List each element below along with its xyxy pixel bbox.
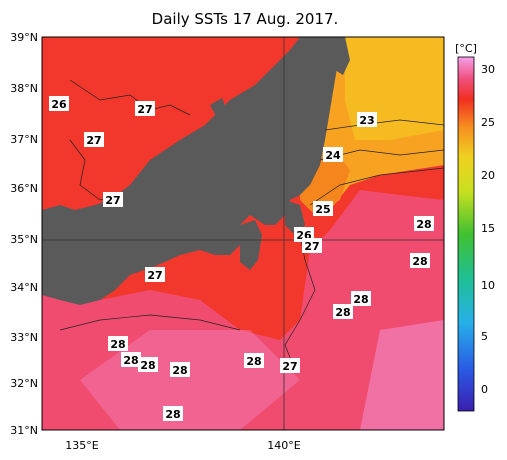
sst-label-text: 28 — [412, 255, 427, 268]
sst-label: 28 — [244, 353, 264, 368]
sst-label-text: 28 — [123, 354, 138, 367]
map-title: Daily SSTs 17 Aug. 2017. — [152, 10, 339, 28]
sst-label-text: 26 — [51, 98, 67, 111]
sst-label: 27 — [145, 267, 165, 282]
sst-label: 28 — [170, 362, 190, 377]
lat-axis-labels: 39°N 38°N 37°N 36°N 35°N 34°N 33°N 32°N … — [10, 31, 38, 437]
sst-label-text: 28 — [246, 355, 261, 368]
lat-label: 39°N — [10, 31, 38, 44]
colorbar-tick: 0 — [481, 383, 488, 396]
map-frame — [41, 36, 445, 431]
isotherm-28 — [59, 314, 241, 331]
isotherm-23 — [324, 119, 445, 131]
sst-label-text: 28 — [140, 359, 155, 372]
colorbar-unit: [°C] — [455, 42, 477, 55]
sst-label-text: 28 — [172, 364, 187, 377]
sst-label-text: 27 — [304, 240, 319, 253]
colorbar-tick: 10 — [481, 279, 495, 292]
sst-label-text: 27 — [137, 103, 152, 116]
isotherm-27-east — [284, 234, 316, 371]
lat-label: 32°N — [10, 377, 38, 390]
lat-label: 33°N — [10, 331, 38, 344]
sst-label: 23 — [357, 112, 377, 127]
colorbar-ticks: 30 25 20 15 10 5 0 — [481, 63, 495, 396]
sst-label-text: 25 — [315, 203, 330, 216]
sst-label: 25 — [313, 201, 333, 216]
colorbar-tick: 15 — [481, 222, 495, 235]
land-tohoku — [330, 37, 350, 75]
lon-label: 135°E — [65, 439, 98, 452]
sst-label: 24 — [323, 147, 343, 162]
sst-label-text: 28 — [353, 293, 368, 306]
land-boso — [285, 200, 305, 235]
sst-label: 28 — [414, 216, 434, 231]
lat-label: 34°N — [10, 281, 38, 294]
lat-label: 36°N — [10, 182, 38, 195]
colorbar-scale — [457, 56, 475, 412]
land-sado — [210, 98, 226, 116]
sst-label: 28 — [163, 406, 183, 421]
sst-label: 28 — [333, 304, 353, 319]
sst-label-text: 28 — [416, 218, 431, 231]
sst-value-labels: 26 27 27 27 27 23 24 25 26 27 28 28 28 2… — [49, 96, 434, 421]
colorbar: [°C] 30 25 20 15 10 5 0 — [455, 42, 495, 412]
colorbar-tick: 20 — [481, 169, 495, 182]
sst-label: 27 — [84, 132, 104, 147]
sst-label-text: 27 — [282, 360, 297, 373]
map-area: 26 27 27 27 27 23 24 25 26 27 28 28 28 2… — [41, 36, 445, 431]
lat-label: 35°N — [10, 233, 38, 246]
lat-label: 31°N — [10, 424, 38, 437]
sst-label: 26 — [49, 96, 69, 111]
sst-label: 27 — [135, 101, 155, 116]
isotherm-25 — [309, 167, 445, 206]
colorbar-tick: 30 — [481, 63, 495, 76]
sst-label-text: 27 — [147, 269, 162, 282]
land-shikoku — [42, 240, 105, 285]
sst-label: 28 — [121, 352, 141, 367]
sst-label: 28 — [410, 253, 430, 268]
sst-label: 27 — [103, 192, 123, 207]
sst-30-zone — [360, 320, 444, 430]
colorbar-tick: 25 — [481, 116, 495, 129]
land-peninsula — [240, 220, 262, 270]
sst-label: 28 — [138, 357, 158, 372]
sst-label: 28 — [351, 291, 371, 306]
lat-label: 37°N — [10, 133, 38, 146]
sst-label-text: 28 — [335, 306, 350, 319]
sst-label-text: 28 — [165, 408, 180, 421]
sst-label-text: 27 — [105, 194, 120, 207]
sst-label: 28 — [108, 336, 128, 351]
sst-label-text: 24 — [325, 149, 341, 162]
lon-axis-labels: 135°E 140°E — [65, 439, 300, 452]
land-honshu — [42, 37, 345, 305]
sst-label-text: 28 — [110, 338, 125, 351]
sst-label-text: 27 — [86, 134, 101, 147]
sst-label-text: 23 — [359, 114, 374, 127]
sst-label: 27 — [280, 358, 300, 373]
lat-label: 38°N — [10, 82, 38, 95]
sst-label: 27 — [302, 238, 322, 253]
colorbar-tick: 5 — [481, 330, 488, 343]
lon-label: 140°E — [267, 439, 300, 452]
